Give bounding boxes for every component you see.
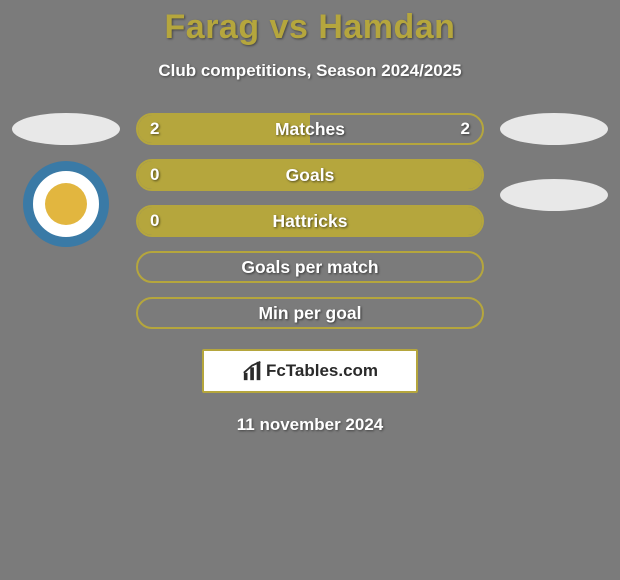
stat-value-right: 2 (461, 119, 470, 139)
stat-bars-column: Matches 2 2 Goals 0 Hattricks 0 Goals per match… (126, 113, 494, 329)
comparison-infographic: Farag vs Hamdan Club competitions, Seaso… (0, 0, 620, 580)
stat-value-left: 2 (150, 119, 159, 139)
stat-label: Goals per match (241, 257, 378, 278)
stat-label: Goals (286, 165, 335, 186)
left-player-avatar-placeholder (12, 113, 120, 145)
page-subtitle: Club competitions, Season 2024/2025 (0, 61, 620, 81)
stat-bar: Matches 2 2 (136, 113, 484, 145)
brand-box: FcTables.com (202, 349, 418, 393)
stat-bar: Min per goal (136, 297, 484, 329)
footer-date: 11 november 2024 (0, 415, 620, 435)
stat-value-left: 0 (150, 211, 159, 231)
left-player-column (6, 113, 126, 247)
stat-bar: Goals 0 (136, 159, 484, 191)
stat-bar: Goals per match (136, 251, 484, 283)
right-player-avatar-placeholder (500, 113, 608, 145)
right-player-column (494, 113, 614, 227)
brand-text: FcTables.com (266, 361, 378, 381)
chart-icon (242, 360, 264, 382)
page-title: Farag vs Hamdan (0, 0, 620, 47)
left-club-badge (23, 161, 109, 247)
left-club-badge-inner (45, 183, 87, 225)
content-row: Matches 2 2 Goals 0 Hattricks 0 Goals per match… (0, 113, 620, 329)
stat-label: Hattricks (273, 211, 348, 232)
stat-label: Matches (275, 119, 345, 140)
stat-value-left: 0 (150, 165, 159, 185)
stat-label: Min per goal (258, 303, 361, 324)
right-club-placeholder (500, 179, 608, 211)
stat-bar: Hattricks 0 (136, 205, 484, 237)
